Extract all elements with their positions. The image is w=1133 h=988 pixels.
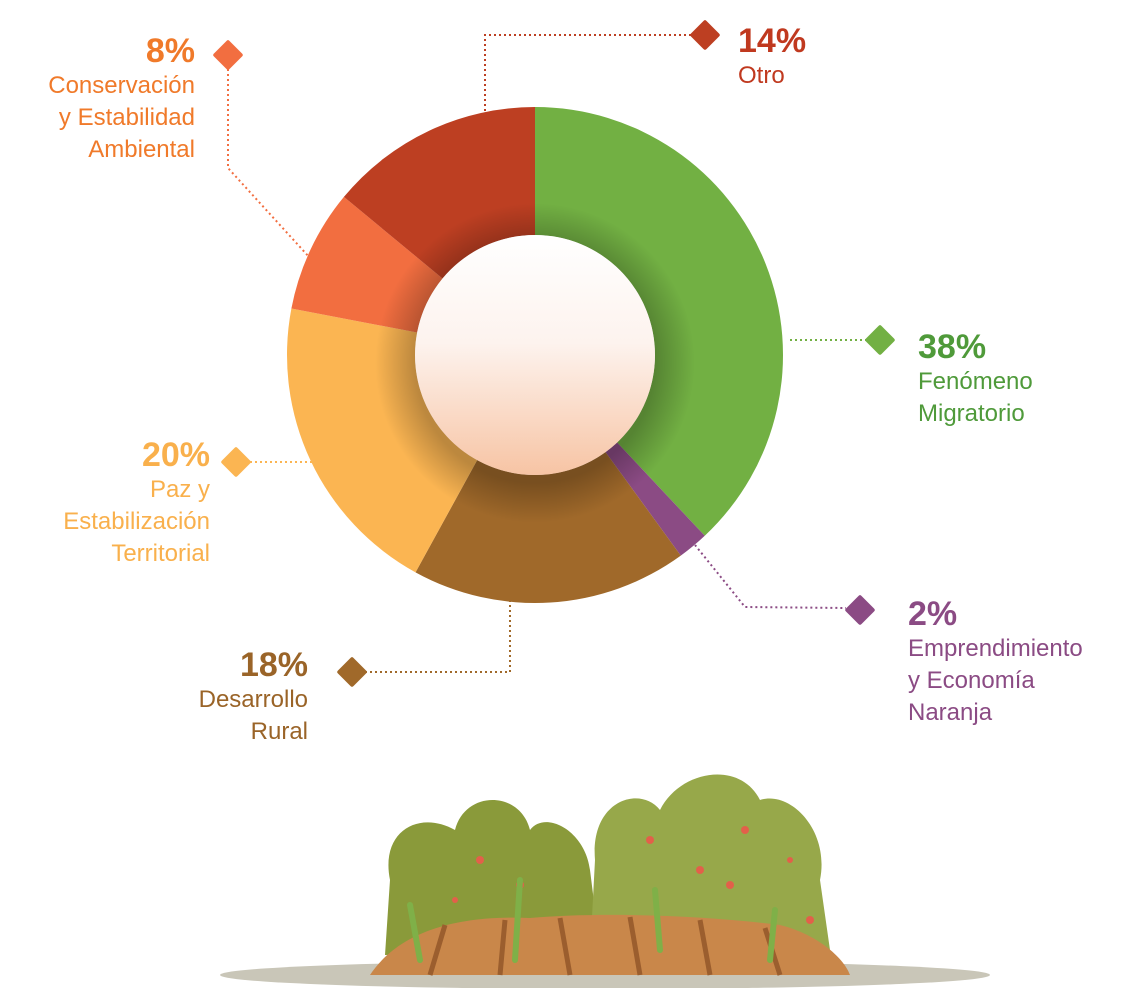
percent-label: 8% — [145, 32, 195, 70]
percent-label: 14% — [738, 22, 807, 60]
leader-line — [366, 600, 511, 673]
category-label: Conservación y Estabilidad Ambiental — [48, 72, 195, 163]
label: 20% Paz y Estabilización Territorial — [63, 438, 210, 570]
slice — [287, 308, 478, 573]
label: 38% Fenómeno Migratorio — [918, 330, 1033, 430]
marker — [845, 595, 875, 625]
marker — [337, 657, 367, 687]
label: 18% Desarrollo Rural — [199, 648, 308, 748]
label: 14% Otro — [738, 24, 806, 92]
category-label: Desarrollo Rural — [198, 686, 308, 745]
category-label: Fenómeno Migratorio — [918, 368, 1033, 427]
leader-line — [484, 34, 691, 112]
category-label: Emprendimiento y Economía Naranja — [908, 635, 1083, 726]
illustration — [220, 774, 990, 988]
marker — [865, 325, 895, 355]
category-label: Paz y Estabilización Territorial — [63, 476, 210, 567]
leader-line — [694, 544, 847, 609]
leaders — [213, 20, 895, 687]
percent-label: 38% — [918, 328, 987, 366]
percent-label: 2% — [908, 595, 958, 633]
category-label: Otro — [738, 62, 785, 89]
marker — [690, 20, 720, 50]
label: 8% Conservación y Estabilidad Ambiental — [48, 34, 195, 166]
marker — [213, 40, 243, 70]
hole — [415, 235, 655, 475]
donut — [287, 106, 783, 603]
marker — [221, 447, 251, 477]
leader-line — [227, 69, 311, 259]
label: 2% Emprendimiento y Economía Naranja — [908, 597, 1083, 729]
percent-label: 20% — [141, 436, 210, 474]
percent-label: 18% — [239, 646, 308, 684]
